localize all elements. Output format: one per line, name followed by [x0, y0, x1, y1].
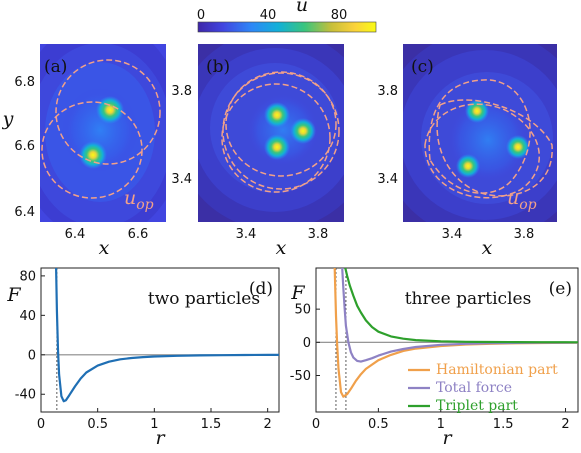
panel-label-c: (c): [411, 57, 434, 77]
legend-label: Triplet part: [436, 398, 518, 414]
particle-peak: [96, 96, 124, 124]
heatmap-panel-a: (a) uop 6.8 6.6 6.4 6.4 6.6 x y: [2, 44, 166, 259]
uop-contour: [436, 99, 553, 197]
colorbar-label: u: [296, 0, 308, 16]
particle-peak: [79, 141, 107, 169]
heatmap-panel-c: (c) uop 3.8 3.4 3.4 3.8 x: [377, 44, 557, 259]
x-axis-label: r: [442, 427, 453, 449]
ytick-c-1: 3.4: [377, 172, 398, 187]
xtick-a-1: 6.6: [128, 227, 149, 242]
legend-label: Total force: [436, 380, 512, 396]
ytick-a-1: 6.6: [14, 139, 35, 154]
colorbar-tick-1: 40: [260, 8, 277, 23]
uop-contour: [221, 83, 331, 193]
panel-annotation: three particles: [405, 289, 532, 309]
ylabel-a: y: [2, 108, 14, 130]
series-line-0: [55, 268, 279, 403]
y-tick-label: -50: [290, 369, 311, 384]
xlabel-b: x: [276, 237, 287, 259]
y-tick-label: -40: [15, 388, 36, 403]
uop-label-a: uop: [124, 187, 154, 213]
x-tick-label: 1: [150, 417, 158, 432]
x-tick-label: 2: [561, 417, 569, 432]
x-tick-label: 0: [37, 417, 45, 432]
y-tick-label: 50: [294, 303, 311, 318]
series-line-triplet-part: [344, 268, 578, 344]
series-line-total-force: [341, 268, 578, 363]
panel-label-a: (a): [44, 57, 67, 77]
uop-label-c: uop: [507, 187, 537, 213]
xlabel-a: x: [99, 237, 110, 259]
xtick-a-0: 6.4: [65, 227, 86, 242]
heatmap-panel-b: (b) 3.8 3.4 3.4 3.8 x: [171, 44, 344, 259]
colorbar-tick-0: 0: [197, 8, 205, 23]
particle-peak: [456, 154, 480, 178]
legend-label: Hamiltonian part: [436, 362, 558, 378]
x-axis-label: r: [155, 427, 166, 449]
series-group: [333, 268, 578, 398]
ytick-c-0: 3.8: [377, 84, 398, 99]
uop-contour: [55, 59, 161, 165]
particle-peak: [506, 135, 530, 159]
ytick-a-2: 6.4: [14, 205, 35, 220]
panel-annotation: two particles: [148, 289, 260, 309]
uop-subscript: op: [136, 197, 153, 213]
xtick-b-0: 3.4: [236, 227, 257, 242]
colorbar-tick-2: 80: [331, 8, 348, 23]
uop-contour: [428, 79, 531, 194]
uop-contour: [41, 101, 143, 199]
ytick-a-0: 6.8: [14, 75, 35, 90]
xlabel-c: x: [482, 237, 493, 259]
xtick-c-0: 3.4: [442, 227, 463, 242]
panel-label: (d): [249, 279, 273, 299]
x-tick-label: 0: [312, 417, 320, 432]
x-tick-label: 0.5: [87, 417, 108, 432]
plot-frame: [40, 267, 280, 413]
y-tick-label: 0: [28, 348, 36, 363]
colorbar-bar: [197, 21, 377, 33]
x-tick-label: 1.5: [493, 417, 514, 432]
force-chart-three-particles: 0 0.5 1 1.5 2 50 0 -50 r F (e) three particles Hamil…: [290, 267, 579, 449]
x-tick-label: 1: [437, 417, 445, 432]
uop-contour: [225, 71, 337, 177]
xtick-c-1: 3.8: [514, 227, 535, 242]
x-tick-label: 1.5: [201, 417, 222, 432]
series-group: [55, 268, 279, 403]
particle-peak: [264, 102, 290, 128]
panel-label-b: (b): [206, 57, 230, 77]
uop-subscript: op: [519, 197, 536, 213]
particle-peak: [290, 118, 316, 144]
x-tick-label: 2: [264, 417, 272, 432]
y-tick-label: 0: [303, 336, 311, 351]
xtick-b-1: 3.8: [308, 227, 329, 242]
ytick-b-1: 3.4: [171, 172, 192, 187]
y-tick-label: 40: [19, 309, 36, 324]
y-axis-label: F: [6, 284, 21, 306]
particle-peak: [264, 134, 290, 160]
x-tick-label: 0.5: [368, 417, 389, 432]
uop-contour: [424, 103, 541, 199]
y-tick-label: 80: [19, 269, 36, 284]
ytick-b-0: 3.8: [171, 84, 192, 99]
uop-main: u: [507, 187, 519, 209]
colorbar: 0 40 80 u: [197, 0, 377, 33]
plot-frame: [315, 267, 579, 413]
y-axis-label: F: [290, 282, 305, 304]
uop-main: u: [124, 187, 136, 209]
panel-label: (e): [549, 279, 572, 299]
